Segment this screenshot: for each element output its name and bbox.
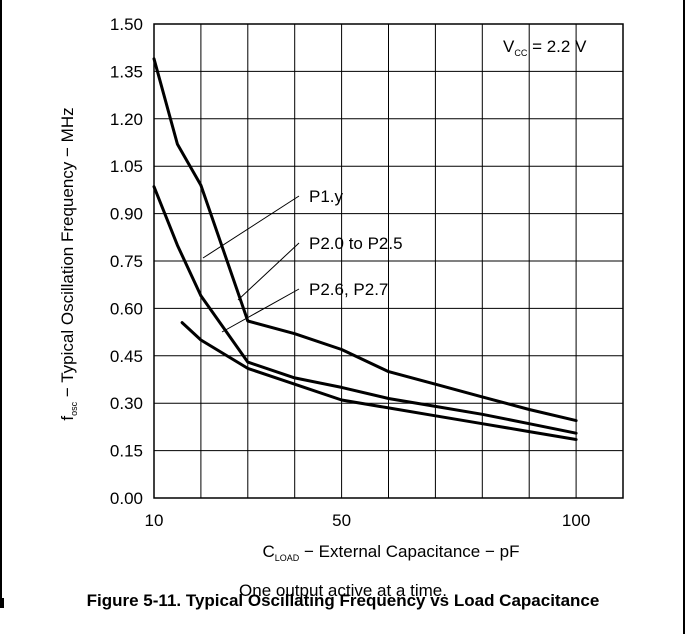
y-tick-label: 0.30 [110, 394, 143, 413]
y-tick-label: 0.15 [110, 442, 143, 461]
plot-area-border [153, 23, 624, 499]
y-tick-label: 0.60 [110, 299, 143, 318]
y-axis-title: fosc − Typical Oscillation Frequency − M… [58, 107, 79, 420]
series-leader-line [221, 288, 300, 333]
y-tick-label: 1.05 [110, 157, 143, 176]
series-label: P2.6, P2.7 [309, 280, 388, 299]
chart-note: One output active at a time. [239, 581, 447, 600]
y-tick-label: 1.20 [110, 110, 143, 129]
series-line-1 [152, 57, 578, 423]
x-axis-title: CLOAD − External Capacitance − pF [263, 542, 520, 563]
page-frame-right [683, 0, 685, 634]
series-labels: P1.y P2.0 to P2.5 P2.6, P2.7 [309, 187, 403, 299]
y-tick-label: 1.35 [110, 62, 143, 81]
page-frame-tick [0, 598, 4, 608]
x-tick-label: 50 [332, 511, 351, 530]
figure-title: Figure 5-11. Typical Oscillating Frequen… [86, 591, 600, 610]
y-tick-label: 0.45 [110, 347, 143, 366]
chart-series-lines [152, 57, 578, 441]
x-tick-label: 10 [145, 511, 164, 530]
series-leader-line [202, 195, 300, 259]
y-tick-label: 0.75 [110, 252, 143, 271]
series-label: P2.0 to P2.5 [309, 234, 403, 253]
series-label: P1.y [309, 187, 344, 206]
series-leader-line [237, 242, 300, 301]
series-leader-lines [202, 195, 300, 333]
chart-grid [154, 24, 623, 498]
y-tick-label: 0.90 [110, 205, 143, 224]
series-line-2 [152, 185, 578, 435]
series-line-3 [180, 321, 578, 441]
y-tick-label: 0.00 [110, 489, 143, 508]
page-frame-left [0, 0, 2, 608]
vcc-annotation: VCC = 2.2 V [503, 37, 587, 58]
axis-tick-labels: 0.00 0.15 0.30 0.45 0.60 0.75 0.90 1.05 1.20 1.35… [110, 15, 590, 530]
y-tick-label: 1.50 [110, 15, 143, 34]
x-tick-label: 100 [562, 511, 590, 530]
